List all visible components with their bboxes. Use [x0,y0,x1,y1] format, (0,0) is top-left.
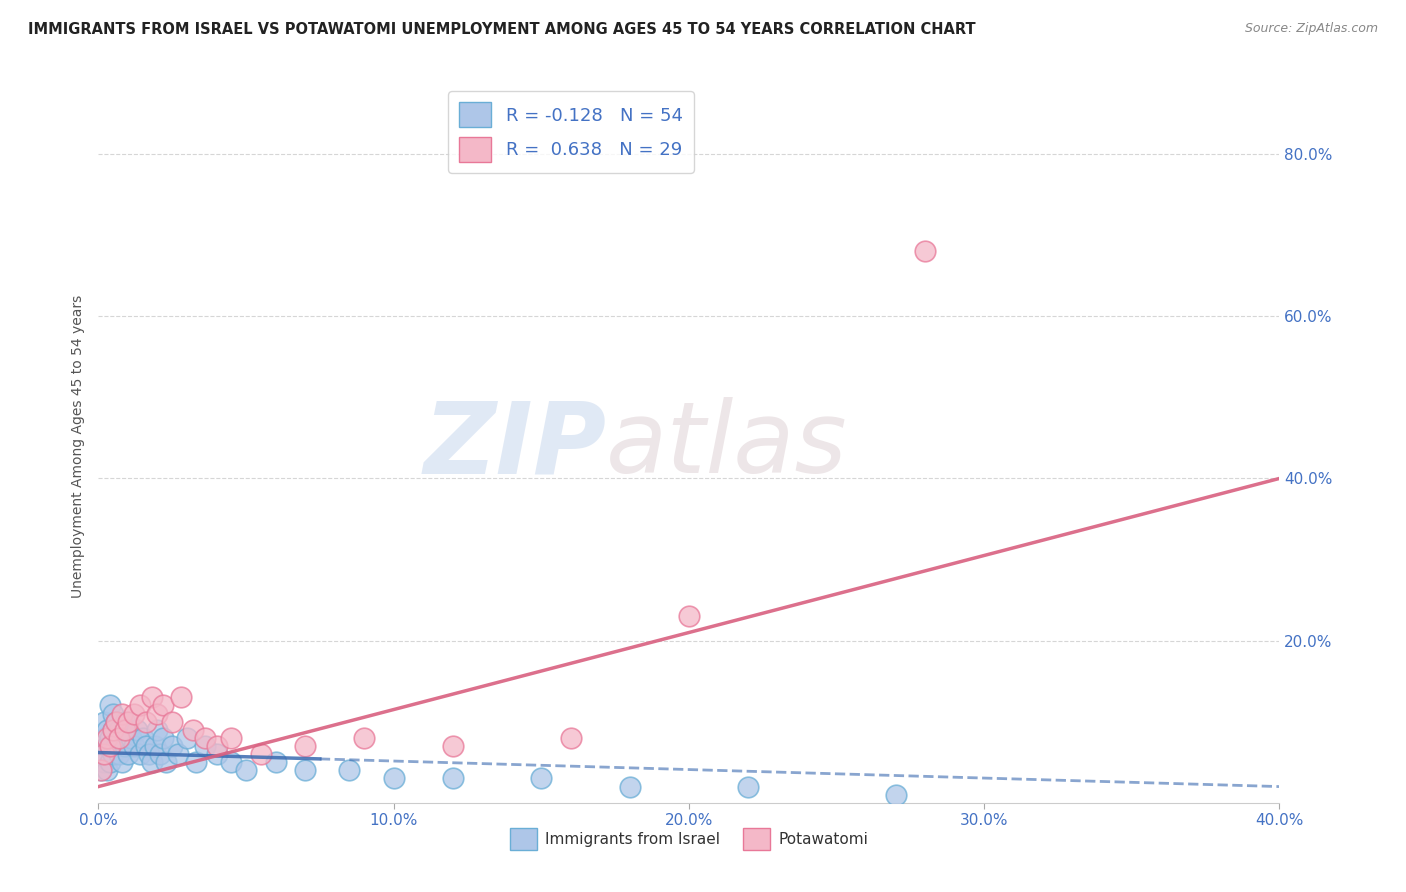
Point [149,747,172,761]
Point [90,764,112,778]
Text: Source: ZipAtlas.com: Source: ZipAtlas.com [1244,22,1378,36]
Point [108,723,131,737]
Point [93,756,115,770]
Point [353,731,375,745]
Point [96,764,118,778]
Point [205,747,228,761]
Point [162,739,183,753]
Point [141,690,163,705]
Point [108,731,131,745]
Text: IMMIGRANTS FROM ISRAEL VS POTAWATOMI UNEMPLOYMENT AMONG AGES 45 TO 54 YEARS CORR: IMMIGRANTS FROM ISRAEL VS POTAWATOMI UNE… [28,22,976,37]
Point [221,756,243,770]
Point [143,739,166,753]
Point [205,739,228,753]
Point [135,714,157,729]
Point [98,731,121,745]
Point [184,756,207,770]
Point [235,764,257,778]
Point [914,244,936,259]
Point [135,739,157,753]
Point [884,788,907,802]
Point [114,714,136,729]
Point [103,747,125,761]
Point [560,731,582,745]
Point [294,739,316,753]
Point [96,723,118,737]
Point [176,731,198,745]
Point [111,731,134,745]
Point [678,609,700,624]
Point [122,706,145,721]
Point [128,698,150,713]
Point [194,731,217,745]
Point [105,714,128,729]
Point [382,772,405,786]
Point [103,723,125,737]
Point [105,739,128,753]
Point [141,756,163,770]
Point [96,739,118,753]
Point [120,731,142,745]
Point [132,731,155,745]
Point [98,739,121,753]
Point [152,698,174,713]
Point [90,747,112,761]
Point [117,747,139,761]
Point [128,747,150,761]
Point [103,706,125,721]
Point [111,756,134,770]
Point [146,723,169,737]
Point [619,780,641,794]
Point [98,756,121,770]
Point [114,723,136,737]
Point [162,714,183,729]
Point [441,739,464,753]
Point [117,714,139,729]
Point [96,731,118,745]
Legend: Immigrants from Israel, Potawatomi: Immigrants from Israel, Potawatomi [503,822,875,855]
Point [194,739,217,753]
Point [93,714,115,729]
Point [146,706,169,721]
Point [117,723,139,737]
Point [152,731,174,745]
Point [93,731,115,745]
Point [138,747,160,761]
Point [441,772,464,786]
Point [530,772,553,786]
Point [93,747,115,761]
Text: atlas: atlas [606,398,848,494]
Point [167,747,190,761]
Point [264,756,287,770]
Point [125,723,148,737]
Text: ZIP: ZIP [423,398,606,494]
Y-axis label: Unemployment Among Ages 45 to 54 years: Unemployment Among Ages 45 to 54 years [70,294,84,598]
Point [122,739,145,753]
Point [114,739,136,753]
Point [250,747,273,761]
Point [103,723,125,737]
Point [98,698,121,713]
Point [108,747,131,761]
Point [111,706,134,721]
Point [294,764,316,778]
Point [155,756,177,770]
Point [339,764,361,778]
Point [737,780,759,794]
Point [221,731,243,745]
Point [90,764,112,778]
Point [105,714,128,729]
Point [181,723,204,737]
Point [170,690,193,705]
